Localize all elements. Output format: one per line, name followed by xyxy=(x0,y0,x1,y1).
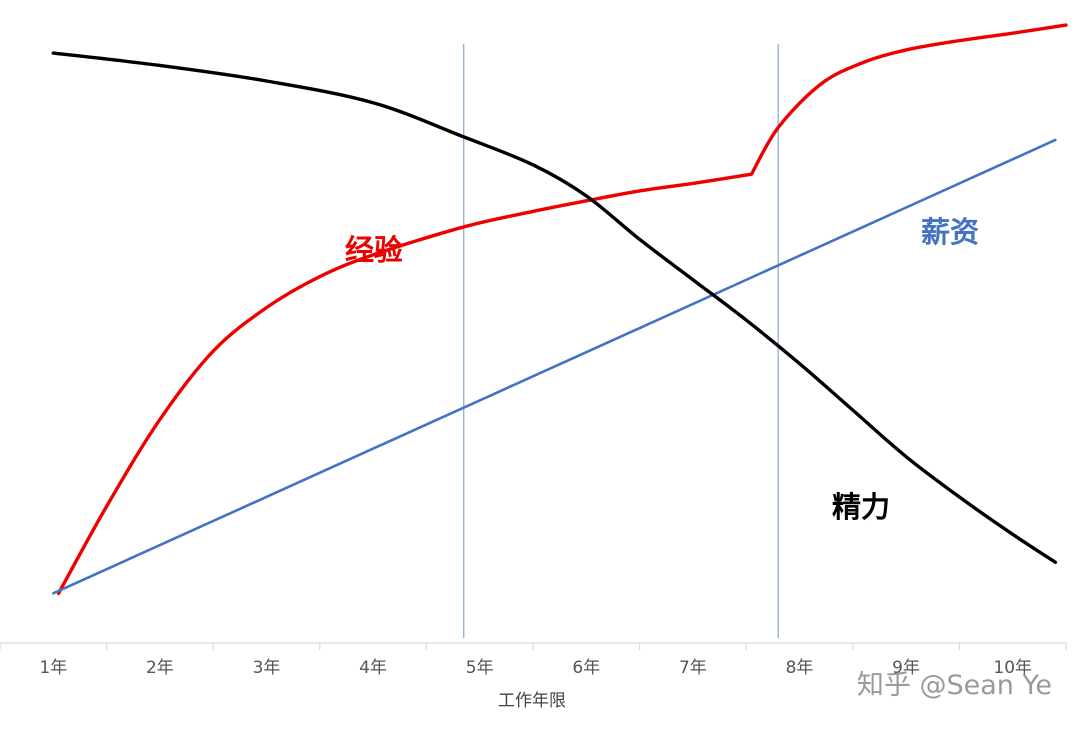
x-tick-label: 2年 xyxy=(146,658,174,678)
x-tick-label: 5年 xyxy=(466,658,494,678)
x-tick-label: 4年 xyxy=(359,658,387,678)
series-line-energy xyxy=(51,51,1058,564)
x-tick-label: 8年 xyxy=(786,658,814,678)
x-tick-label: 3年 xyxy=(253,658,281,678)
series-label-experience: 经验 xyxy=(345,233,403,267)
x-tick-label: 6年 xyxy=(572,658,600,678)
series-layer xyxy=(51,23,1068,596)
series-line-experience xyxy=(56,23,1068,596)
reference-lines xyxy=(463,44,779,638)
x-tick-label: 1年 xyxy=(39,658,67,678)
series-line-salary xyxy=(52,138,1057,595)
series-label-salary: 薪资 xyxy=(921,215,979,249)
x-tick-label: 7年 xyxy=(679,658,707,678)
x-tick-label: 9年 xyxy=(892,658,920,678)
watermark-text: 知乎 @Sean Ye xyxy=(857,670,1052,701)
x-axis: 1年 2年 3年 4年 5年 6年 7年 8年 9年 10年 xyxy=(0,642,1067,678)
x-axis-label: 工作年限 xyxy=(498,691,566,711)
series-label-energy: 精力 xyxy=(832,490,890,524)
x-tick-label: 10年 xyxy=(993,658,1032,678)
